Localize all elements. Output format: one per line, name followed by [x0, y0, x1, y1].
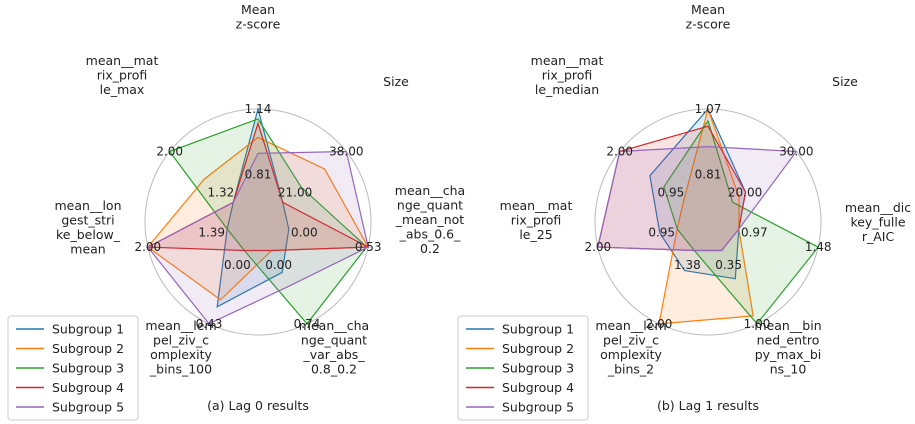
legend-label: Subgroup 5	[52, 400, 124, 415]
legend-label: Subgroup 4	[502, 380, 574, 395]
axis-label: mean__lon gest_stri ke_below_ mean	[55, 198, 122, 257]
legend-label: Subgroup 3	[52, 361, 124, 376]
axis-label: mean__mat rix_profi le_25	[500, 198, 573, 242]
tick-label-min: 0.95	[658, 185, 685, 199]
axis-label: mean__mat rix_profi le_median	[531, 53, 604, 97]
radar-panel-lag1: 0.81 1.07 20.00 30.00 0.97 1.48 0.35 1.00 1.38 2.…	[500, 2, 912, 377]
tick-label-min: 0.00	[265, 258, 292, 272]
series-polygon-2	[146, 136, 370, 301]
tick-label-min: 0.81	[245, 168, 272, 182]
tick-label-max: 30.00	[779, 145, 813, 159]
tick-label-min: 1.39	[198, 226, 225, 240]
tick-label-min: 21.00	[278, 185, 312, 199]
radar-panel-lag0: 0.81 1.14 21.00 38.00 0.00 0.53 0.00 0.74 0.00 0.…	[55, 2, 466, 377]
tick-label-min: 0.00	[291, 226, 318, 240]
tick-label-max: 38.00	[329, 145, 363, 159]
axis-label: mean__lem pel_ziv_c omplexity _bins_100	[145, 318, 216, 377]
legend-label: Subgroup 4	[52, 380, 124, 395]
legend-label: Subgroup 2	[502, 341, 574, 356]
axis-label: mean__cha nge_quant _mean_not _abs_0.6_ 0.2	[395, 183, 465, 256]
tick-label-max: 0.74	[294, 317, 321, 331]
axis-label: Mean z-score	[686, 2, 731, 32]
tick-label-min: 20.00	[728, 185, 762, 199]
tick-label-min: 0.00	[224, 258, 251, 272]
axis-label: mean__lem pel_ziv_c omplexity _bins_2	[595, 318, 666, 377]
legend-label: Subgroup 5	[502, 400, 574, 415]
tick-label-max: 2.00	[646, 317, 673, 331]
tick-label-min: 0.35	[715, 258, 742, 272]
tick-label-max: 2.00	[134, 240, 161, 254]
tick-label-max: 1.07	[695, 102, 722, 116]
series-polygon-5	[146, 150, 369, 325]
tick-label-max: 2.00	[156, 145, 183, 159]
legend-box	[7, 315, 139, 421]
tick-label-min: 1.38	[674, 258, 701, 272]
series-polygon-2	[658, 106, 754, 325]
axis-label: Size	[832, 74, 858, 89]
tick-label-min: 0.81	[695, 168, 722, 182]
legend-label: Subgroup 1	[502, 322, 574, 337]
tick-label-max: 1.48	[805, 240, 832, 254]
legend-lag1: Subgroup 1 Subgroup 2 Subgroup 3 Subgroup 4…	[457, 315, 589, 421]
tick-label-max: 0.53	[355, 240, 382, 254]
tick-label-max: 2.00	[606, 145, 633, 159]
series-polygon-3	[663, 119, 820, 325]
axis-label: mean__cha nge_quant _var_abs_ 0.8_0.2	[299, 318, 369, 377]
axis-label: mean__dic key_fulle r_AIC	[845, 200, 911, 244]
legend-box	[457, 315, 589, 421]
tick-label-max: 1.14	[245, 102, 272, 116]
series-polygon-5	[597, 145, 798, 252]
tick-label-max: 1.00	[744, 317, 771, 331]
tick-label-min: 0.95	[648, 226, 675, 240]
tick-label-max: 2.00	[584, 240, 611, 254]
axis-label: Mean z-score	[236, 2, 281, 32]
caption-lag1: (b) Lag 1 results	[657, 398, 759, 413]
legend-label: Subgroup 2	[52, 341, 124, 356]
legend-label: Subgroup 1	[52, 322, 124, 337]
caption-lag0: (a) Lag 0 results	[207, 398, 309, 413]
legend-lag0: Subgroup 1 Subgroup 2 Subgroup 3 Subgroup 4…	[7, 315, 139, 421]
axis-label: mean__mat rix_profi le_max	[86, 53, 159, 97]
tick-label-max: 0.43	[196, 317, 223, 331]
axis-label: Size	[383, 74, 409, 89]
axis-label: mean__bin ned_entro py_max_bi ns_10	[754, 318, 821, 377]
legend-label: Subgroup 3	[502, 361, 574, 376]
series-polygon-1	[216, 106, 290, 308]
tick-label-min: 0.97	[741, 226, 768, 240]
tick-label-min: 1.32	[208, 185, 235, 199]
